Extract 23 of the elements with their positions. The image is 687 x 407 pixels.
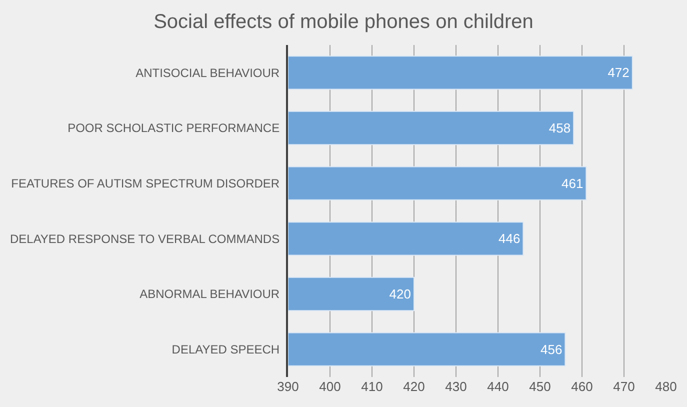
data-label: 472 <box>608 65 630 80</box>
x-tick-label: 390 <box>277 379 299 394</box>
data-label: 446 <box>498 231 520 246</box>
data-label: 456 <box>540 342 562 357</box>
data-label: 461 <box>561 176 584 191</box>
chart-title: Social effects of mobile phones on children <box>154 11 534 34</box>
x-tick-label: 440 <box>487 379 509 394</box>
x-tick-label: 470 <box>613 379 635 394</box>
y-tick-label: POOR SCHOLASTIC PERFORMANCE <box>68 121 280 136</box>
y-tick-label: FEATURES OF AUTISM SPECTRUM DISORDER <box>11 176 280 191</box>
x-tick-label: 480 <box>655 379 677 394</box>
y-tick-label: DELAYED RESPONSE TO VERBAL COMMANDS <box>10 232 280 246</box>
y-tick-label: DELAYED SPEECH <box>172 342 280 357</box>
data-label: 420 <box>389 286 411 302</box>
x-tick-label: 420 <box>403 379 425 394</box>
x-tick-label: 430 <box>445 379 467 394</box>
x-tick-label: 410 <box>361 379 383 394</box>
y-tick-label: ANTISOCIAL BEHAVIOUR <box>136 66 280 80</box>
x-tick-label: 450 <box>529 379 551 394</box>
x-tick-label: 400 <box>319 379 341 394</box>
x-tick-label: 460 <box>571 379 593 394</box>
y-tick-label: ABNORMAL BEHAVIOUR <box>140 287 280 302</box>
data-label: 458 <box>548 120 571 136</box>
